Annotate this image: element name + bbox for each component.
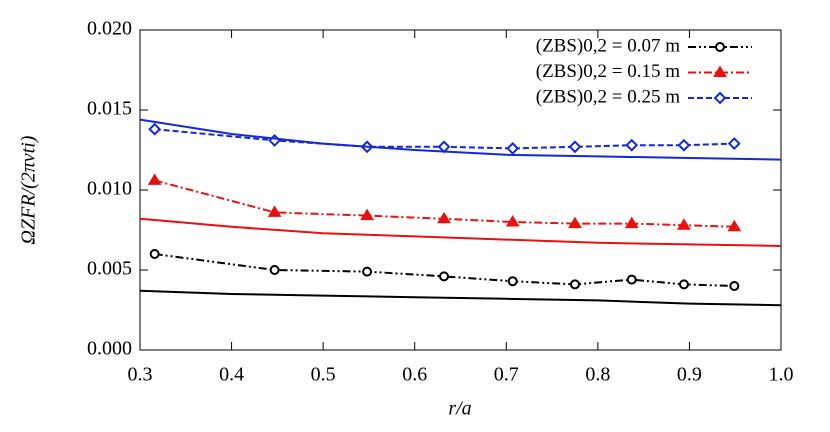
series-line bbox=[154, 179, 735, 228]
marker bbox=[626, 274, 637, 285]
marker bbox=[437, 140, 451, 154]
y-tick-label: 0.015 bbox=[87, 98, 132, 120]
x-tick-label: 1.0 bbox=[769, 364, 794, 386]
marker bbox=[727, 137, 741, 151]
y-tick-label: 0.020 bbox=[87, 18, 132, 40]
marker bbox=[269, 265, 280, 275]
x-axis-label: r/a bbox=[448, 398, 471, 420]
legend-label: (ZBS)0,2 = 0.15 m bbox=[536, 61, 680, 82]
marker bbox=[568, 216, 582, 229]
marker bbox=[147, 173, 162, 185]
marker bbox=[507, 276, 518, 287]
y-tick-label: 0.010 bbox=[87, 178, 132, 200]
marker bbox=[267, 205, 282, 217]
marker bbox=[149, 249, 160, 259]
marker bbox=[437, 211, 451, 224]
marker bbox=[506, 141, 520, 155]
plot-frame bbox=[139, 29, 782, 351]
legend-marker bbox=[713, 65, 727, 77]
marker bbox=[677, 218, 691, 230]
legend-marker bbox=[715, 42, 725, 52]
marker bbox=[360, 208, 374, 221]
marker bbox=[439, 271, 450, 282]
legend-label: (ZBS)0,2 = 0.07 m bbox=[536, 35, 680, 56]
marker bbox=[568, 140, 582, 154]
marker bbox=[362, 266, 373, 277]
x-tick-label: 0.5 bbox=[311, 364, 336, 386]
y-axis-label: ΩZFR/(2πvti) bbox=[18, 135, 40, 244]
marker bbox=[624, 216, 639, 229]
series-line bbox=[139, 289, 782, 307]
x-tick-label: 0.7 bbox=[494, 364, 519, 386]
marker bbox=[727, 219, 742, 232]
marker bbox=[148, 122, 162, 136]
series-line bbox=[139, 118, 782, 161]
marker bbox=[569, 279, 580, 290]
x-tick-label: 0.4 bbox=[219, 364, 244, 386]
x-tick-label: 0.6 bbox=[402, 364, 427, 386]
x-tick-label: 0.8 bbox=[585, 364, 610, 386]
x-tick-label: 0.3 bbox=[128, 364, 153, 386]
marker bbox=[678, 279, 689, 290]
legend-marker bbox=[713, 91, 727, 105]
marker bbox=[505, 215, 520, 227]
x-tick-label: 0.9 bbox=[677, 364, 702, 386]
marker bbox=[268, 133, 282, 147]
marker bbox=[729, 281, 740, 291]
legend-label: (ZBS)0,2 = 0.25 m bbox=[536, 86, 680, 107]
marker bbox=[625, 138, 639, 152]
y-tick-label: 0.005 bbox=[87, 258, 132, 280]
marker bbox=[677, 138, 691, 152]
y-tick-label: 0.000 bbox=[87, 338, 132, 360]
series-line bbox=[139, 217, 782, 247]
